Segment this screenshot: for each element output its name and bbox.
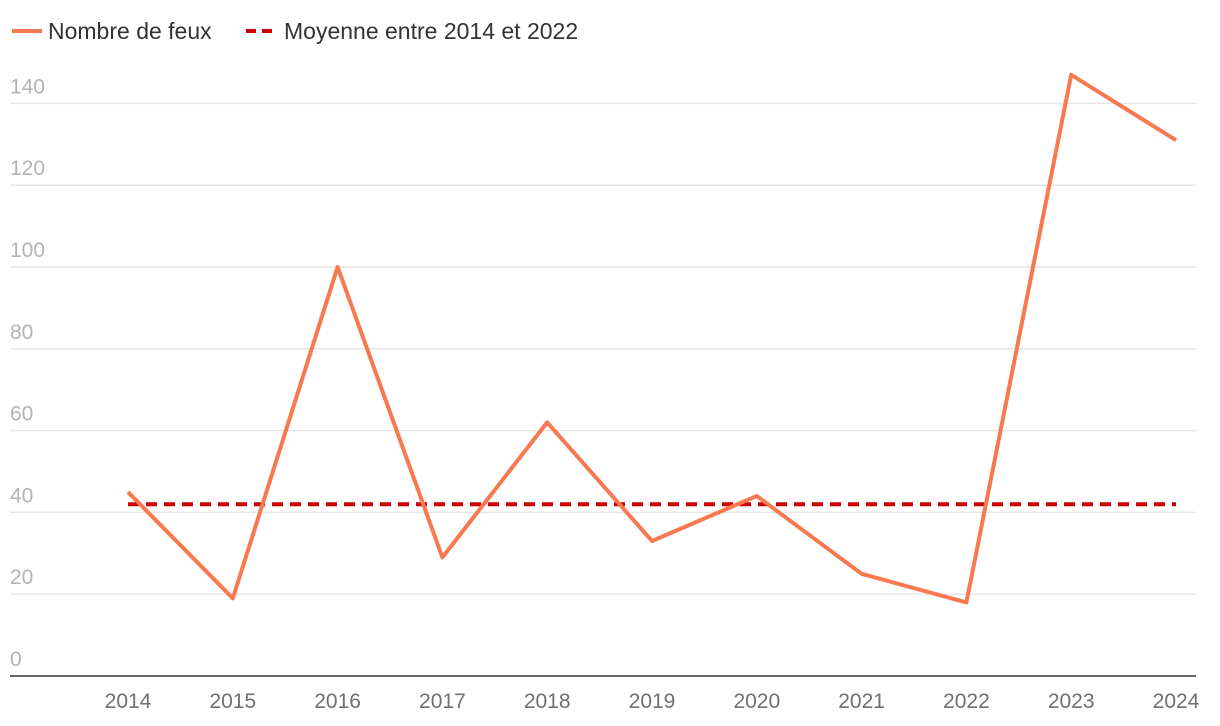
series-lines (126, 72, 1178, 605)
series-line-nombre-de-feux (126, 72, 1178, 605)
y-tick-label-20: 20 (10, 566, 33, 589)
legend-label-moyenne: Moyenne entre 2014 et 2022 (284, 18, 578, 44)
y-tick-label-140: 140 (10, 75, 45, 98)
x-tick-label-2016: 2016 (314, 690, 361, 713)
gridlines (10, 102, 1196, 595)
y-tick-label-120: 120 (10, 157, 45, 180)
y-tick-label-0: 0 (10, 648, 22, 671)
y-tick-label-60: 60 (10, 403, 33, 426)
x-tick-label-2024: 2024 (1153, 690, 1200, 713)
x-tick-label-2020: 2020 (733, 690, 780, 713)
x-tick-label-2018: 2018 (524, 690, 571, 713)
y-axis-ticks: 0 20 40 60 80 100 120 140 (10, 75, 45, 671)
x-axis-ticks: 2014 2015 2016 2017 2018 2019 2020 2021 2022 2023… (105, 690, 1200, 713)
x-tick-label-2022: 2022 (943, 690, 990, 713)
x-tick-label-2019: 2019 (629, 690, 676, 713)
x-tick-label-2017: 2017 (419, 690, 466, 713)
x-tick-label-2014: 2014 (105, 690, 152, 713)
y-tick-label-80: 80 (10, 321, 33, 344)
y-tick-label-40: 40 (10, 484, 33, 507)
legend: Nombre de feux Moyenne entre 2014 et 202… (12, 18, 578, 44)
y-tick-label-100: 100 (10, 239, 45, 262)
x-tick-label-2015: 2015 (209, 690, 256, 713)
legend-label-nombre-de-feux: Nombre de feux (48, 18, 212, 44)
x-tick-label-2023: 2023 (1048, 690, 1095, 713)
x-tick-label-2021: 2021 (838, 690, 885, 713)
